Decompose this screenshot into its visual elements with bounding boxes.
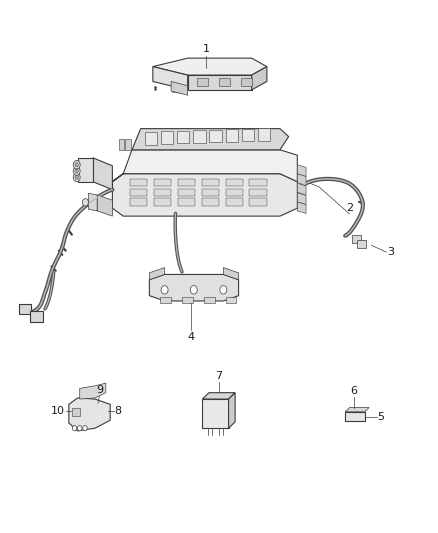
Text: 10: 10 bbox=[50, 406, 64, 416]
Bar bbox=[72, 408, 80, 416]
Polygon shape bbox=[242, 128, 254, 141]
Circle shape bbox=[190, 286, 197, 294]
Bar bbox=[226, 179, 243, 187]
Bar bbox=[226, 189, 243, 196]
Text: 1: 1 bbox=[202, 44, 209, 54]
Circle shape bbox=[73, 167, 80, 175]
Bar bbox=[352, 235, 361, 243]
Polygon shape bbox=[113, 150, 297, 182]
Polygon shape bbox=[177, 131, 189, 143]
Text: 6: 6 bbox=[350, 386, 357, 396]
Text: 3: 3 bbox=[388, 247, 395, 257]
Circle shape bbox=[161, 286, 168, 294]
Polygon shape bbox=[297, 202, 306, 214]
Polygon shape bbox=[171, 82, 187, 95]
Text: 7: 7 bbox=[215, 371, 222, 381]
Polygon shape bbox=[88, 193, 97, 211]
Bar bbox=[250, 189, 267, 196]
Text: 2: 2 bbox=[346, 203, 353, 213]
Polygon shape bbox=[297, 193, 306, 205]
Bar bbox=[30, 311, 43, 322]
Bar bbox=[119, 139, 124, 150]
Bar bbox=[202, 399, 229, 428]
Text: 9: 9 bbox=[96, 385, 103, 395]
Circle shape bbox=[75, 169, 78, 173]
Bar bbox=[154, 189, 171, 196]
Circle shape bbox=[73, 173, 80, 182]
Polygon shape bbox=[145, 132, 157, 144]
Bar bbox=[178, 198, 195, 206]
Text: 5: 5 bbox=[378, 411, 385, 422]
Bar bbox=[201, 198, 219, 206]
Polygon shape bbox=[193, 130, 205, 143]
Polygon shape bbox=[229, 393, 235, 428]
Circle shape bbox=[83, 425, 87, 431]
Bar bbox=[201, 179, 219, 187]
Polygon shape bbox=[226, 297, 237, 303]
Circle shape bbox=[75, 163, 78, 167]
Circle shape bbox=[72, 425, 77, 431]
Polygon shape bbox=[93, 158, 113, 190]
Polygon shape bbox=[149, 274, 239, 301]
Polygon shape bbox=[345, 408, 369, 412]
Circle shape bbox=[220, 286, 227, 294]
Polygon shape bbox=[226, 129, 238, 142]
Polygon shape bbox=[297, 165, 306, 176]
Bar bbox=[197, 78, 208, 86]
Circle shape bbox=[75, 175, 78, 180]
Text: 4: 4 bbox=[187, 332, 194, 342]
Polygon shape bbox=[153, 67, 187, 90]
Bar bbox=[219, 78, 230, 86]
Text: 8: 8 bbox=[115, 406, 122, 416]
Bar bbox=[125, 139, 131, 150]
Polygon shape bbox=[78, 158, 93, 182]
Bar bbox=[357, 240, 366, 248]
Circle shape bbox=[78, 425, 82, 431]
Bar bbox=[154, 179, 171, 187]
Polygon shape bbox=[204, 297, 215, 303]
Bar bbox=[178, 189, 195, 196]
Bar bbox=[154, 198, 171, 206]
Polygon shape bbox=[161, 131, 173, 144]
Polygon shape bbox=[113, 174, 297, 216]
Polygon shape bbox=[297, 174, 306, 185]
Polygon shape bbox=[153, 58, 267, 75]
Polygon shape bbox=[297, 183, 306, 195]
Bar bbox=[201, 189, 219, 196]
Polygon shape bbox=[160, 297, 171, 303]
Polygon shape bbox=[252, 67, 267, 90]
Polygon shape bbox=[187, 75, 252, 90]
Circle shape bbox=[82, 199, 88, 206]
Polygon shape bbox=[80, 383, 106, 399]
Polygon shape bbox=[149, 268, 165, 280]
Bar bbox=[226, 198, 243, 206]
Bar bbox=[250, 179, 267, 187]
Polygon shape bbox=[202, 393, 235, 399]
Bar bbox=[130, 179, 147, 187]
Bar bbox=[19, 304, 31, 314]
Polygon shape bbox=[182, 297, 193, 303]
Polygon shape bbox=[209, 130, 222, 142]
Polygon shape bbox=[69, 398, 110, 431]
Bar bbox=[130, 189, 147, 196]
Bar bbox=[241, 78, 252, 86]
Bar bbox=[250, 198, 267, 206]
Polygon shape bbox=[258, 128, 270, 141]
Circle shape bbox=[73, 160, 80, 169]
Polygon shape bbox=[97, 195, 113, 216]
Polygon shape bbox=[132, 128, 289, 150]
Bar bbox=[178, 179, 195, 187]
Polygon shape bbox=[345, 412, 365, 421]
Polygon shape bbox=[223, 268, 239, 280]
Bar bbox=[130, 198, 147, 206]
